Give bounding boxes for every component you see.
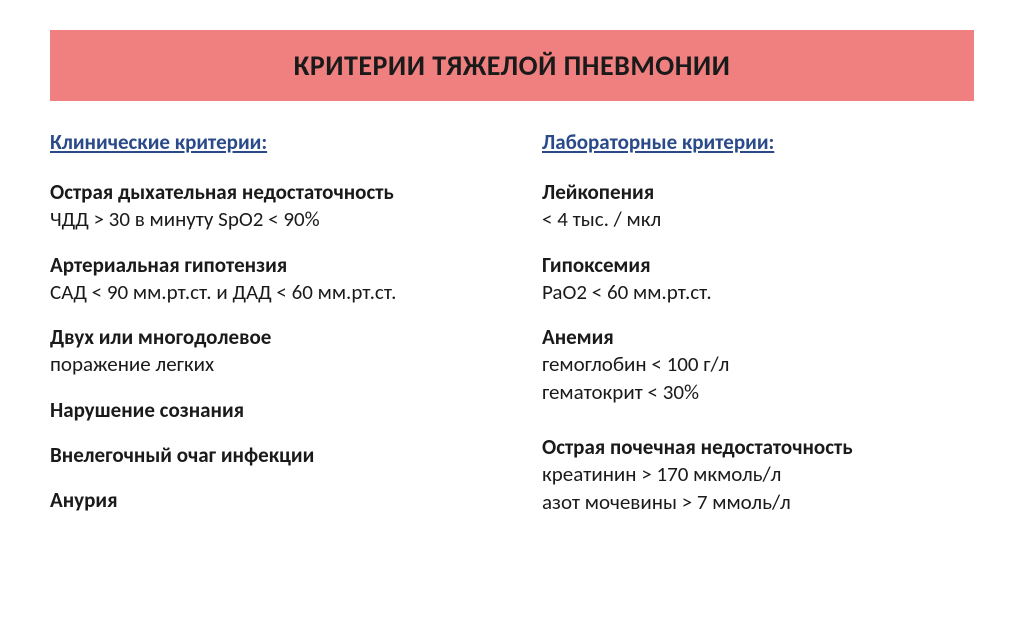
clinical-column: Клинические критерии: Острая дыхательная… <box>50 129 482 534</box>
criterion-item: Нарушение сознания <box>50 397 482 424</box>
criterion-title: Анемия <box>542 324 974 351</box>
criterion-item: Артериальная гипотензия САД < 90 мм.рт.с… <box>50 252 482 307</box>
criterion-detail: ЧДД > 30 в минуту SpO2 < 90% <box>50 206 482 233</box>
criterion-item: Внелегочный очаг инфекции <box>50 442 482 469</box>
criterion-item: Острая дыхательная недостаточность ЧДД >… <box>50 179 482 234</box>
criterion-title: Артериальная гипотензия <box>50 252 482 279</box>
criterion-detail: креатинин > 170 мкмоль/л <box>542 461 974 488</box>
criterion-item: Гипоксемия PaO2 < 60 мм.рт.ст. <box>542 252 974 307</box>
laboratory-heading: Лабораторные критерии: <box>542 129 974 155</box>
criterion-detail: поражение легких <box>50 351 482 378</box>
criterion-title: Лейкопения <box>542 179 974 206</box>
criterion-title: Анурия <box>50 487 482 514</box>
columns-container: Клинические критерии: Острая дыхательная… <box>50 129 974 534</box>
criterion-title: Гипоксемия <box>542 252 974 279</box>
criterion-title: Внелегочный очаг инфекции <box>50 442 482 469</box>
criterion-item: Анемия гемоглобин < 100 г/л гематокрит <… <box>542 324 974 406</box>
title-banner: КРИТЕРИИ ТЯЖЕЛОЙ ПНЕВМОНИИ <box>50 30 974 101</box>
criterion-detail: САД < 90 мм.рт.ст. и ДАД < 60 мм.рт.ст. <box>50 279 482 306</box>
laboratory-column: Лабораторные критерии: Лейкопения < 4 ты… <box>542 129 974 534</box>
criterion-title: Острая почечная недостаточность <box>542 434 974 461</box>
criterion-item: Острая почечная недостаточность креатини… <box>542 434 974 516</box>
criterion-title: Острая дыхательная недостаточность <box>50 179 482 206</box>
criterion-item: Двух или многодолевое поражение легких <box>50 324 482 379</box>
criterion-detail: гемоглобин < 100 г/л <box>542 351 974 378</box>
criterion-item: Анурия <box>50 487 482 514</box>
page-title: КРИТЕРИИ ТЯЖЕЛОЙ ПНЕВМОНИИ <box>50 48 974 83</box>
criterion-detail: азот мочевины > 7 ммоль/л <box>542 489 974 516</box>
criterion-detail: гематокрит < 30% <box>542 379 974 406</box>
criterion-detail: < 4 тыс. / мкл <box>542 206 974 233</box>
criterion-title: Нарушение сознания <box>50 397 482 424</box>
criterion-title: Двух или многодолевое <box>50 324 482 351</box>
criterion-item: Лейкопения < 4 тыс. / мкл <box>542 179 974 234</box>
criterion-detail: PaO2 < 60 мм.рт.ст. <box>542 279 974 306</box>
clinical-heading: Клинические критерии: <box>50 129 482 155</box>
